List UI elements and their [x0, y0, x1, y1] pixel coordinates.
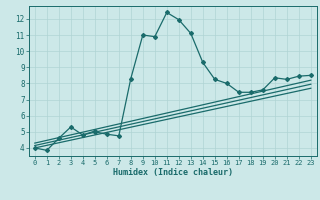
X-axis label: Humidex (Indice chaleur): Humidex (Indice chaleur) — [113, 168, 233, 177]
